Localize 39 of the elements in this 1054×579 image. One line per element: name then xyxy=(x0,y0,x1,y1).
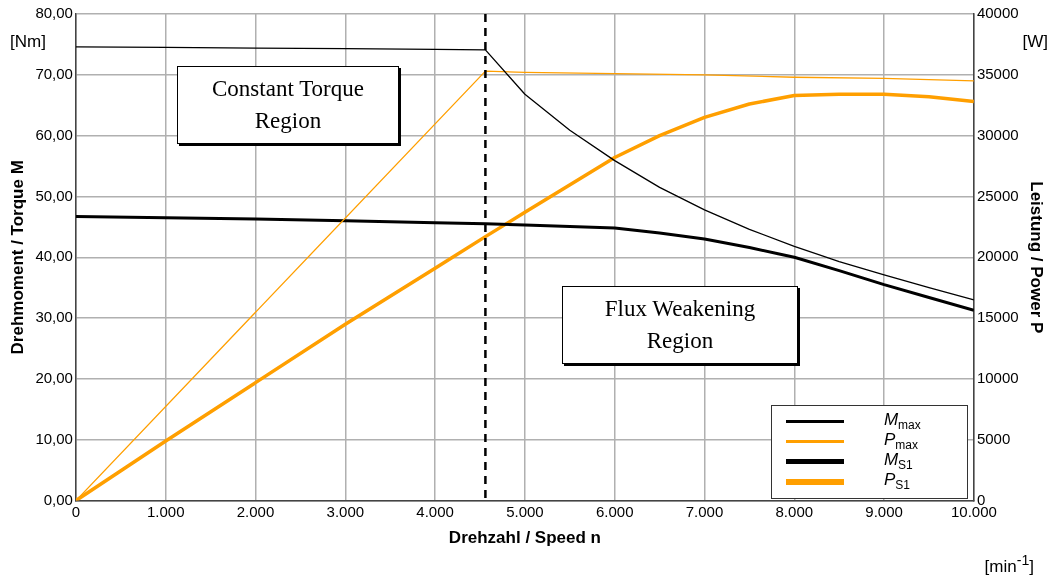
y2-tick-label: 10000 xyxy=(976,369,1019,387)
y-tick-label: 80,00 xyxy=(35,4,73,22)
y-tick-label: 60,00 xyxy=(35,125,73,143)
legend-label: P$_{S1}$ xyxy=(883,470,910,493)
y2-axis-title: Leistung / Power P xyxy=(1027,181,1047,334)
x-tick-label: 4.000 xyxy=(416,502,454,520)
text-box: Constant Torque Region xyxy=(177,66,399,144)
y-tick-label: 10,00 xyxy=(35,429,73,447)
x-tick-label: 1.000 xyxy=(146,502,185,520)
text-box: Flux Weakening Region xyxy=(562,286,798,364)
legend-label: M$_{max}$ xyxy=(883,410,921,433)
y-tick-label: 40,00 xyxy=(35,247,73,265)
text: [W] xyxy=(1022,32,1048,52)
y2-tick-label: 15000 xyxy=(976,308,1019,326)
x-tick-label: 2.000 xyxy=(236,502,275,520)
x-tick-label: 3.000 xyxy=(326,502,365,520)
text: [min$^{-1}$] xyxy=(984,552,1034,577)
y2-tick-label: 20000 xyxy=(976,247,1019,265)
y2-tick-label: 25000 xyxy=(976,186,1019,204)
y-tick-label: 30,00 xyxy=(35,308,73,326)
x-tick-label: 0 xyxy=(71,502,81,520)
text: [Nm] xyxy=(10,32,46,52)
x-tick-label: 9.000 xyxy=(865,502,903,520)
y2-tick-label: 35000 xyxy=(976,64,1019,82)
legend-label: M$_{S1}$ xyxy=(883,450,913,473)
x-tick-label: 5.000 xyxy=(506,502,544,520)
x-tick-label: 6.000 xyxy=(595,502,634,520)
y2-tick-label: 30000 xyxy=(976,125,1019,143)
y-axis-title: Drehmoment / Torque M xyxy=(7,160,27,355)
y2-tick-label: 5000 xyxy=(976,429,1011,447)
y-tick-label: 70,00 xyxy=(35,64,73,82)
y-tick-label: 50,00 xyxy=(35,186,73,204)
y-tick-label: 20,00 xyxy=(35,369,73,387)
y-tick-label: 0,00 xyxy=(43,490,73,508)
y2-tick-label: 40000 xyxy=(976,4,1019,22)
x-axis-title: Drehzahl / Speed n xyxy=(448,528,601,548)
x-tick-label: 7.000 xyxy=(685,502,724,520)
legend-label: P$_{max}$ xyxy=(883,430,918,453)
x-tick-label: 8.000 xyxy=(775,502,814,520)
